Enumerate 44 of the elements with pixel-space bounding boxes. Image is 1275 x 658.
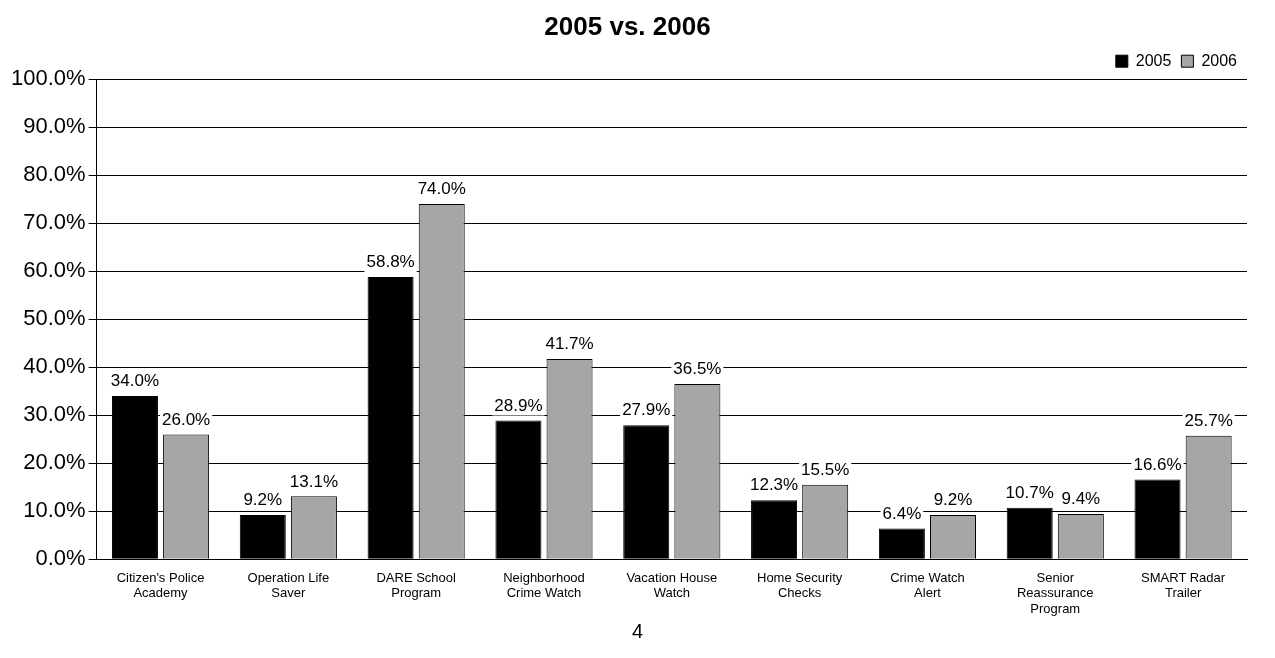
- x-tick-label: DARE School Program: [376, 569, 457, 601]
- data-label: 10.7%: [1005, 483, 1054, 503]
- y-tick-label: 50.0%: [23, 305, 86, 331]
- y-tick-label: 60.0%: [23, 257, 86, 283]
- data-label: 34.0%: [110, 371, 160, 391]
- data-label: 25.7%: [1184, 411, 1233, 431]
- y-tick-label: 100.0%: [10, 65, 86, 91]
- data-label: 9.2%: [933, 490, 973, 510]
- y-tick-label: 0.0%: [35, 545, 86, 571]
- x-tick-label: Crime Watch Alert: [890, 569, 965, 601]
- legend-label: 2005: [1135, 51, 1172, 69]
- x-tick-label: Neighborhood Crime Watch: [503, 569, 585, 601]
- y-tick-label: 10.0%: [23, 497, 86, 523]
- data-label: 36.5%: [673, 359, 722, 379]
- data-label: 27.9%: [622, 400, 671, 420]
- data-label: 9.2%: [243, 490, 283, 510]
- x-tick-label: Operation Life Saver: [247, 569, 330, 601]
- data-label: 13.1%: [289, 471, 339, 491]
- text: 4: [630, 620, 645, 643]
- chart-title: 2005 vs. 2006: [544, 10, 711, 41]
- y-tick-label: 70.0%: [23, 209, 86, 235]
- data-label: 58.8%: [366, 252, 415, 272]
- y-tick-label: 80.0%: [23, 161, 86, 187]
- bar: [878, 528, 925, 559]
- data-label: 9.4%: [1061, 489, 1101, 509]
- x-tick-label: Home Security Checks: [757, 569, 843, 601]
- data-label: 26.0%: [161, 409, 211, 429]
- y-tick-label: 40.0%: [23, 353, 86, 379]
- y-tick-label: 20.0%: [23, 449, 86, 475]
- data-label: 16.6%: [1133, 454, 1182, 474]
- legend-label: 2006: [1201, 51, 1238, 69]
- data-label: 15.5%: [801, 459, 850, 479]
- data-label: 12.3%: [749, 475, 799, 495]
- y-tick-label: 30.0%: [23, 401, 86, 427]
- y-tick-label: 90.0%: [23, 113, 86, 139]
- data-label: 74.0%: [417, 179, 466, 199]
- x-tick-label: Senior Reassurance Program: [1016, 569, 1094, 616]
- x-tick-label: Vacation House Watch: [626, 569, 718, 601]
- x-tick-label: SMART Radar Trailer: [1141, 569, 1226, 601]
- data-label: 28.9%: [494, 395, 543, 415]
- x-tick-label: Citizen's Police Academy: [116, 569, 205, 601]
- bar: [239, 515, 286, 559]
- data-label: 41.7%: [545, 334, 594, 354]
- data-label: 6.4%: [882, 503, 922, 523]
